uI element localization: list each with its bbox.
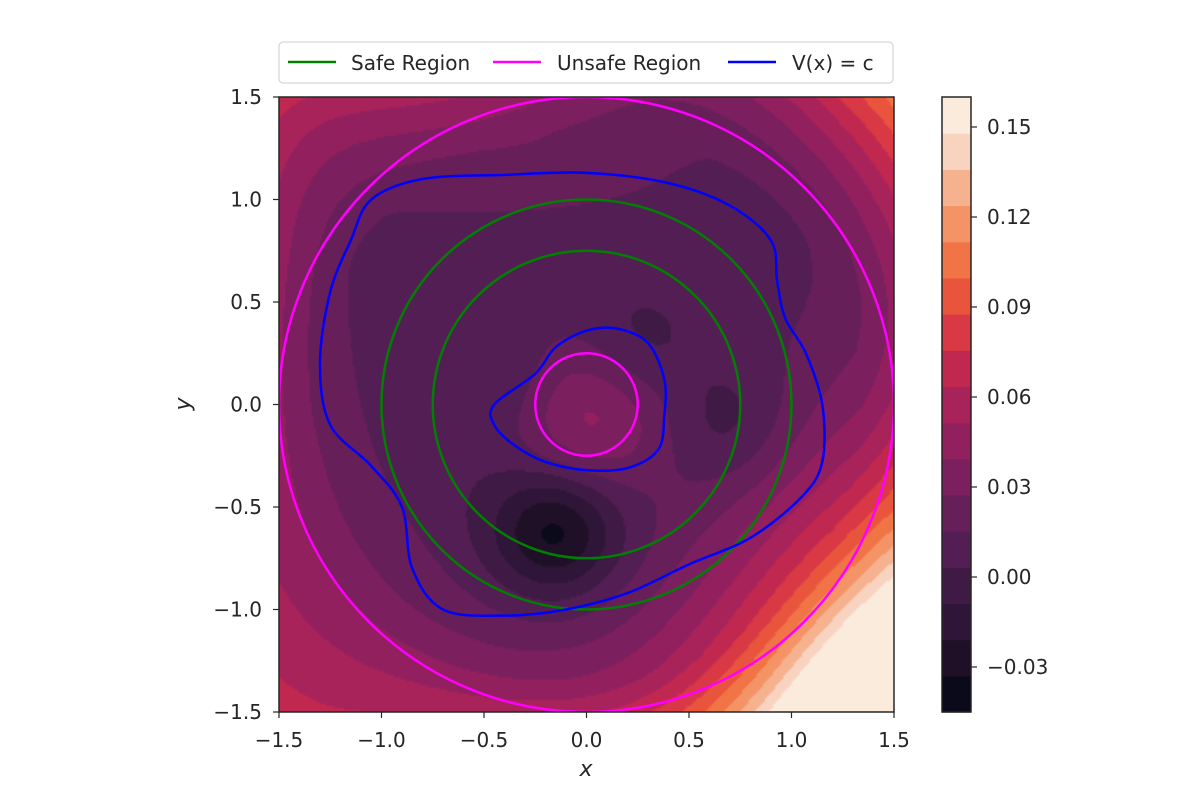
safe-region-outer-boundary bbox=[380, 198, 793, 611]
unsafe-region-inner-boundary bbox=[534, 352, 639, 457]
x-tick-label: 1.0 bbox=[776, 728, 808, 752]
y-tick-label: 1.0 bbox=[230, 188, 262, 212]
legend-label-safe: Safe Region bbox=[351, 51, 470, 75]
colorbar-tick-label: 0.09 bbox=[987, 295, 1032, 319]
colorbar-band bbox=[942, 603, 971, 641]
y-tick-label: −0.5 bbox=[213, 495, 262, 519]
region-boundaries bbox=[279, 97, 894, 712]
colorbar-band bbox=[942, 458, 971, 496]
colorbar-band bbox=[942, 531, 971, 568]
x-tick-label: 0.0 bbox=[571, 728, 603, 752]
colorbar-frame bbox=[941, 96, 972, 713]
colorbar-band bbox=[942, 386, 971, 424]
colorbar-band bbox=[942, 639, 971, 677]
y-tick-label: −1.5 bbox=[213, 700, 262, 724]
colorbar-band bbox=[942, 314, 971, 351]
safe-region-inner-boundary bbox=[431, 249, 742, 560]
colorbar-band bbox=[942, 350, 971, 388]
y-tick-label: 0.5 bbox=[230, 290, 262, 314]
x-tick-label: 0.5 bbox=[673, 728, 705, 752]
colorbar-tick-label: 0.03 bbox=[987, 475, 1032, 499]
colorbar-band bbox=[942, 567, 971, 605]
x-axis-label: x bbox=[578, 757, 593, 782]
x-tick-label: −1.0 bbox=[357, 728, 406, 752]
colorbar-tick-label: 0.12 bbox=[987, 205, 1032, 229]
x-tick-label: 1.5 bbox=[878, 728, 910, 752]
colorbar-band bbox=[942, 277, 971, 315]
colorbar-band bbox=[942, 675, 971, 713]
y-tick-label: −1.0 bbox=[213, 598, 262, 622]
colorbar: −0.03 0.00 0.03 0.06 0.09 0.12 0.15 bbox=[941, 96, 1048, 713]
colorbar-band bbox=[942, 422, 971, 460]
colorbar-tick-label: 0.15 bbox=[987, 115, 1032, 139]
contour-fill bbox=[279, 97, 894, 712]
colorbar-band bbox=[942, 241, 971, 279]
level-curve-inner bbox=[489, 326, 668, 473]
colorbar-tick-label: 0.06 bbox=[987, 385, 1032, 409]
level-curve-outer bbox=[318, 171, 826, 618]
colorbar-tick-label: 0.00 bbox=[987, 565, 1032, 589]
x-tick-label: −0.5 bbox=[460, 728, 509, 752]
colorbar-tick-label: −0.03 bbox=[987, 655, 1048, 679]
legend-label-level-curve: V(x) = c bbox=[792, 51, 874, 75]
legend-label-unsafe: Unsafe Region bbox=[557, 51, 701, 75]
colorbar-band bbox=[942, 97, 971, 134]
y-axis-ticks: −1.5 −1.0 −0.5 0.0 0.5 1.0 1.5 bbox=[213, 85, 279, 724]
y-tick-label: 0.0 bbox=[230, 393, 262, 417]
colorbar-band bbox=[942, 494, 971, 532]
colorbar-band bbox=[942, 169, 971, 207]
x-axis-ticks: −1.5 −1.0 −0.5 0.0 0.5 1.0 1.5 bbox=[255, 712, 910, 752]
y-tick-label: 1.5 bbox=[230, 85, 262, 109]
colorbar-band bbox=[942, 205, 971, 243]
colorbar-band bbox=[942, 133, 971, 170]
x-tick-label: −1.5 bbox=[255, 728, 304, 752]
plot-area bbox=[278, 96, 895, 713]
y-axis-label: y bbox=[171, 397, 196, 412]
legend: Safe Region Unsafe Region V(x) = c bbox=[278, 41, 894, 84]
